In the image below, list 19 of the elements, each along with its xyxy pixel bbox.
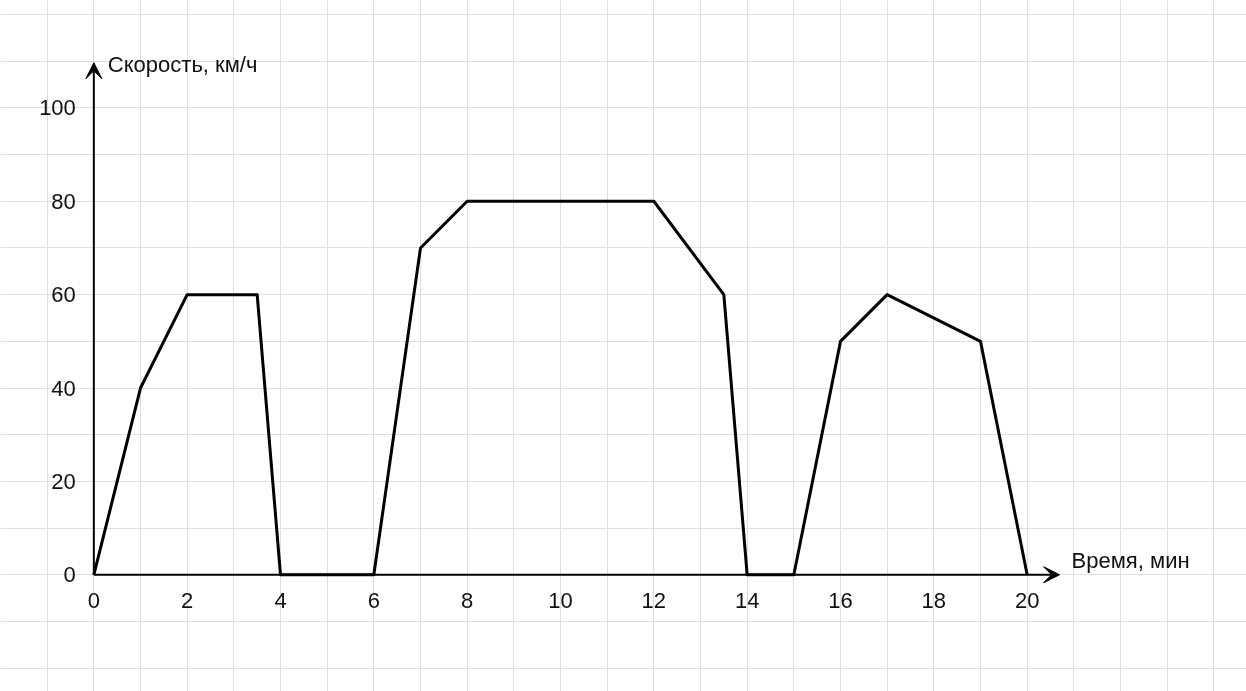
x-tick-label: 8 [461, 587, 474, 613]
x-tick-label: 2 [181, 587, 194, 613]
x-tick-label: 4 [274, 587, 287, 613]
x-tick-label: 14 [734, 587, 760, 613]
y-tick-label: 100 [39, 95, 76, 121]
x-tick-label: 10 [548, 587, 573, 613]
y-tick-label: 20 [51, 468, 76, 494]
y-tick-label: 0 [63, 562, 76, 588]
y-tick-label: 60 [51, 282, 76, 308]
x-tick-label: 0 [87, 587, 100, 613]
y-tick-label: 80 [51, 188, 76, 214]
y-axis-title: Скорость, км/ч [107, 51, 258, 77]
x-tick-label: 16 [828, 587, 853, 613]
x-axis-title: Время, мин [1071, 547, 1190, 573]
y-tick-label: 40 [51, 375, 76, 401]
x-tick-label: 20 [1014, 587, 1040, 613]
x-tick-label: 12 [641, 587, 667, 613]
x-tick-label: 18 [921, 587, 947, 613]
x-tick-label: 6 [367, 587, 380, 613]
